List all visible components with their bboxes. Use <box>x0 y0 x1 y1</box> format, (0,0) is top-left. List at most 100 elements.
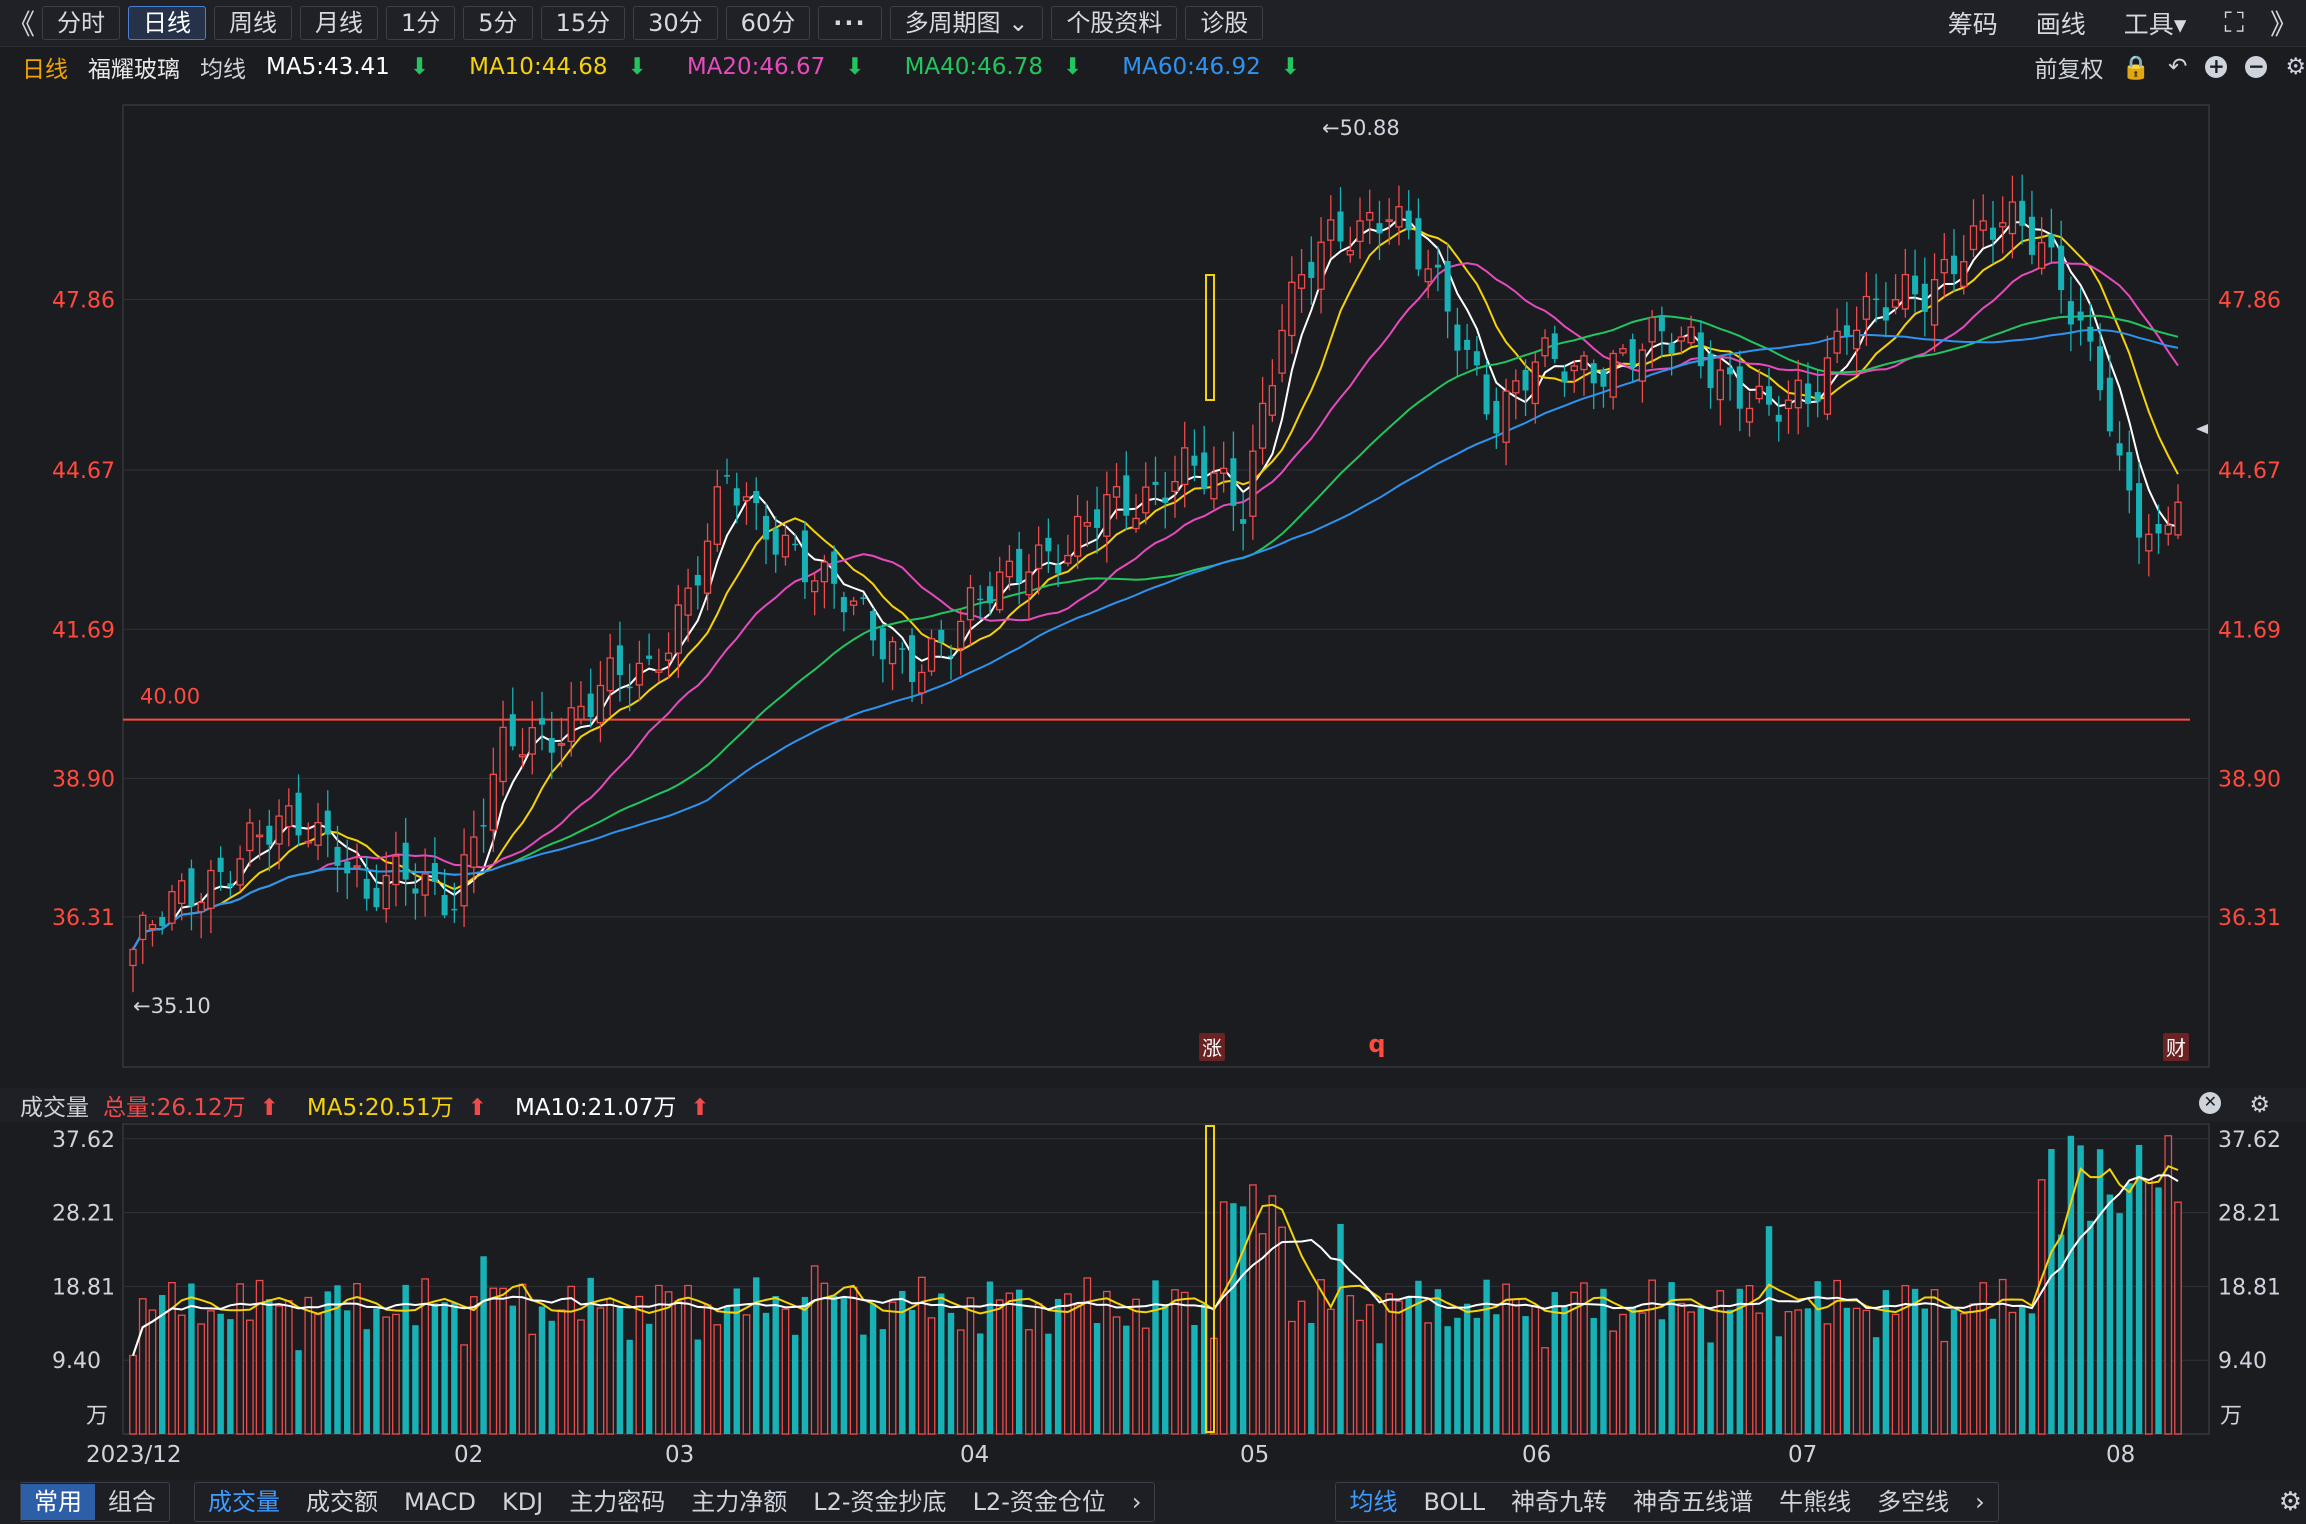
volume-bar-up <box>382 1316 391 1435</box>
chevron-right-icon[interactable]: › <box>1975 1488 1985 1516</box>
indicator-main-net[interactable]: 主力净额 <box>691 1488 788 1516</box>
overlay-nine-turn[interactable]: 神奇九转 <box>1511 1488 1608 1516</box>
tab-weekly[interactable]: 周线 <box>214 6 292 40</box>
overlay-ma[interactable]: 均线 <box>1349 1488 1398 1516</box>
volume-bar-up <box>2174 1201 2182 1435</box>
tools-menu[interactable]: 工具▾ <box>2124 5 2187 41</box>
volume-bar-down <box>1463 1303 1471 1434</box>
zoom-out-icon[interactable]: − <box>2245 56 2268 78</box>
candle-body-up <box>1755 385 1763 400</box>
volume-ma-line-10 <box>132 1174 2179 1356</box>
volume-unit-right: 万 <box>2220 1404 2242 1429</box>
close-icon[interactable]: ✕ <box>2199 1092 2222 1114</box>
volume-bar-up <box>1005 1292 1014 1435</box>
indicator-kdj[interactable]: KDJ <box>501 1488 544 1516</box>
volume-bar-up <box>742 1314 751 1435</box>
candle-body-down <box>159 916 166 927</box>
candle-body-up <box>781 534 790 558</box>
fullscreen-icon[interactable]: ⛶ <box>2224 6 2244 39</box>
volume-bar-up <box>1132 1298 1140 1435</box>
candle-body-up <box>1064 554 1072 564</box>
candle-body-down <box>538 718 546 725</box>
volume-bar-down <box>373 1308 380 1434</box>
event-marker-q[interactable]: q <box>1368 1030 1385 1058</box>
preset-common[interactable]: 常用 <box>21 1484 95 1520</box>
candle-body-up <box>129 948 137 967</box>
candle-body-down <box>977 598 984 601</box>
volume-bar-down <box>1629 1306 1636 1434</box>
volume-bar-down <box>1551 1292 1558 1434</box>
settings-gear-icon[interactable]: ⚙ <box>2278 1487 2302 1517</box>
volume-bar-up <box>888 1301 897 1435</box>
candle-body-down <box>1921 283 1928 312</box>
overlay-bull-bear[interactable]: 牛熊线 <box>1779 1488 1852 1516</box>
tab-fenshi[interactable]: 分时 <box>42 6 120 40</box>
volume-bar-down <box>402 1284 409 1434</box>
event-marker-zhang[interactable]: 涨 <box>1199 1033 1225 1061</box>
tab-5min[interactable]: 5分 <box>463 6 533 40</box>
candlestick-chart[interactable]: 47.86 47.86 44.67 44.67 41.69 41.69 38.90 38.90… <box>0 95 2306 1085</box>
indicator-volume[interactable]: 成交量 <box>208 1488 280 1516</box>
candle-body-up <box>1745 407 1754 423</box>
volume-bar-up <box>1969 1303 1978 1435</box>
tab-1min[interactable]: 1分 <box>386 6 456 40</box>
chips-button[interactable]: 筹码 <box>1947 10 1998 39</box>
tab-30min[interactable]: 30分 <box>633 6 718 40</box>
settings-gear-icon[interactable]: ⚙ <box>2249 1092 2270 1118</box>
volume-y-tick-left: 28.21 <box>52 1202 115 1227</box>
settings-gear-icon[interactable]: ⚙ <box>2285 54 2306 80</box>
tab-60min[interactable]: 60分 <box>725 6 811 40</box>
candle-body-up <box>1395 206 1403 228</box>
volume-bar-down <box>1765 1226 1773 1434</box>
volume-bar-down <box>1590 1317 1597 1434</box>
back-icon[interactable]: 《 <box>6 8 35 41</box>
tab-15min[interactable]: 15分 <box>540 6 626 40</box>
volume-bar-down <box>791 1334 799 1434</box>
draw-line-button[interactable]: 画线 <box>2035 10 2086 39</box>
overlay-five-lines[interactable]: 神奇五线谱 <box>1633 1488 1754 1516</box>
indicator-turnover[interactable]: 成交额 <box>306 1488 378 1516</box>
candle-body-up <box>382 874 390 910</box>
candle-body-down <box>2136 483 2143 538</box>
volume-bar-down <box>412 1325 419 1434</box>
candle-body-down <box>1201 452 1208 489</box>
volume-chart[interactable]: 37.62 37.62 28.21 28.21 18.81 18.81 9.40 9.40 万… <box>0 1090 2306 1440</box>
event-zhang-text: 涨 <box>1202 1036 1222 1060</box>
candle-body-up <box>1288 281 1296 337</box>
indicator-l2-bottom[interactable]: L2-资金抄底 <box>813 1488 947 1516</box>
stock-profile-button[interactable]: 个股资料 <box>1051 6 1178 40</box>
indicator-macd[interactable]: MACD <box>404 1488 476 1516</box>
diagnose-button[interactable]: 诊股 <box>1185 6 1264 40</box>
tab-daily[interactable]: 日线 <box>128 6 206 40</box>
lock-icon[interactable]: 🔒 <box>2121 54 2151 81</box>
volume-bar-down <box>451 1302 458 1434</box>
volume-bar-up <box>1326 1308 1335 1435</box>
ma-line-ma60 <box>132 328 2179 950</box>
collapse-right-icon[interactable]: 》 <box>2269 8 2298 41</box>
candle-body-down <box>548 737 555 753</box>
more-tabs-button[interactable]: ··· <box>818 6 882 40</box>
preset-combo[interactable]: 组合 <box>108 1488 156 1516</box>
tab-monthly[interactable]: 月线 <box>300 6 378 40</box>
undo-icon[interactable]: ↶ <box>2168 54 2188 80</box>
volume-bar-up <box>635 1295 644 1435</box>
volume-bar-down <box>977 1333 984 1434</box>
indicator-main-code[interactable]: 主力密码 <box>569 1488 666 1516</box>
candle-body-down <box>2155 523 2162 534</box>
volume-bar-down <box>830 1295 838 1434</box>
event-marker-cai[interactable]: 财 <box>2163 1033 2189 1061</box>
candle-body-up <box>518 754 527 758</box>
candle-body-up <box>1687 326 1695 344</box>
multi-period-dropdown[interactable]: 多周期图 ⌄ <box>889 6 1044 40</box>
overlay-boll[interactable]: BOLL <box>1423 1488 1486 1516</box>
chevron-right-icon[interactable]: › <box>1131 1488 1142 1516</box>
volume-bar-down <box>1843 1307 1851 1434</box>
adjust-mode-button[interactable]: 前复权 <box>2034 57 2104 83</box>
indicator-l2-position[interactable]: L2-资金仓位 <box>972 1488 1106 1516</box>
up-arrow-icon: ⬆ <box>467 1095 487 1121</box>
ma-label[interactable]: 均线 <box>200 57 246 83</box>
zoom-in-icon[interactable]: + <box>2205 56 2228 78</box>
overlay-long-short[interactable]: 多空线 <box>1877 1488 1950 1516</box>
candle-body-down <box>363 878 370 899</box>
candle-body-down <box>1658 315 1665 332</box>
